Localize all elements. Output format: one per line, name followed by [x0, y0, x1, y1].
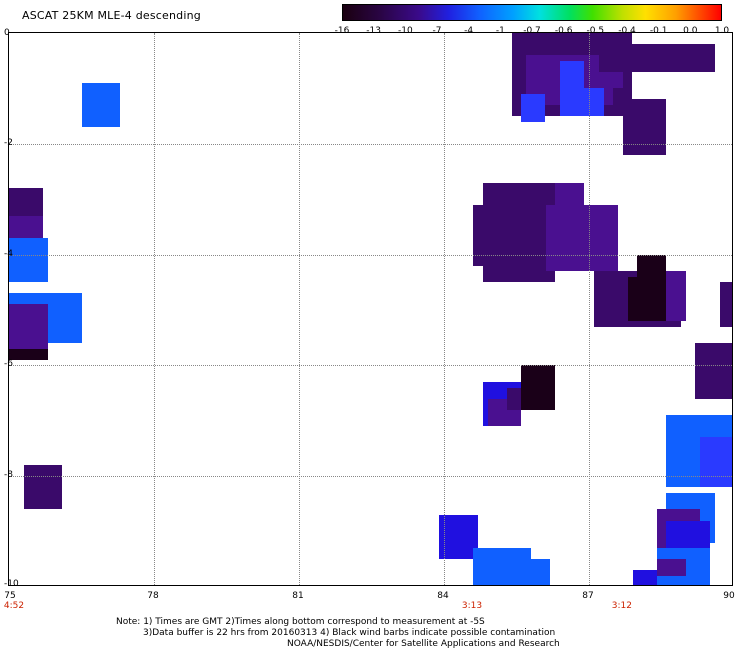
data-cell — [622, 99, 667, 155]
time-label: 4:52 — [3, 601, 25, 611]
grid-line-horizontal — [9, 476, 732, 478]
time-label: 3:12 — [611, 601, 632, 611]
data-cell — [666, 271, 686, 322]
data-cell — [656, 559, 686, 576]
data-cell — [9, 237, 48, 283]
data-cell — [9, 188, 43, 216]
data-cell — [647, 44, 715, 72]
colorbar-tick-label: -0.7 — [523, 26, 541, 36]
data-cell — [695, 343, 732, 399]
grid-line-vertical — [589, 33, 590, 585]
data-cell — [637, 254, 667, 277]
colorbar-tick-label: -0.4 — [618, 26, 636, 36]
grid-line-horizontal — [9, 365, 732, 367]
data-cell — [23, 465, 63, 510]
colorbar-tick-label: 0.0 — [683, 26, 698, 36]
data-cell — [521, 365, 556, 410]
colorbar-tick-label: -7 — [432, 26, 442, 36]
grid-line-vertical — [154, 33, 155, 585]
x-tick-label: 75 — [4, 591, 16, 601]
y-tick-label: 0 — [4, 28, 10, 38]
data-cell — [521, 93, 546, 122]
colorbar-tick-label: -13 — [366, 26, 382, 36]
colorbar — [342, 4, 722, 21]
data-cell — [81, 82, 121, 128]
data-cell — [700, 437, 732, 488]
data-cell — [9, 215, 43, 238]
data-cell — [719, 282, 732, 327]
map-title: ASCAT 25KM MLE-4 descending — [22, 9, 201, 22]
data-cell — [627, 276, 667, 322]
y-tick-label: -2 — [4, 137, 13, 148]
time-label: 3:13 — [461, 601, 483, 611]
note-line-1: Note: 1) Times are GMT 2)Times along bot… — [116, 617, 485, 627]
y-tick-label: -6 — [4, 359, 13, 370]
x-tick-label: 78 — [147, 591, 159, 601]
x-tick-label: 84 — [437, 591, 449, 601]
colorbar-tick-label: -10 — [397, 26, 413, 36]
colorbar-tick-label: -0.1 — [649, 26, 668, 36]
grid-line-horizontal — [9, 254, 732, 256]
x-tick-label: 87 — [582, 591, 594, 601]
colorbar-tick-label: -1 — [495, 26, 505, 36]
data-cell — [9, 348, 48, 360]
colorbar-tick-label: -4 — [464, 26, 474, 36]
colorbar-tick-label: -16 — [334, 26, 350, 36]
data-cell — [9, 304, 48, 349]
x-tick-label: 90 — [723, 591, 735, 601]
colorbar-tick-label: -0.5 — [586, 26, 605, 36]
y-tick-label: -8 — [4, 470, 13, 481]
data-cell — [439, 514, 478, 560]
colorbar-tick-label: 1.0 — [714, 26, 730, 36]
note-line-3: NOAA/NESDIS/Center for Satellite Applica… — [287, 639, 560, 649]
note-line-2: 3)Data buffer is 22 hrs from 20160313 4)… — [143, 628, 556, 638]
grid-line-vertical — [444, 33, 445, 585]
y-tick-label: -4 — [4, 248, 13, 259]
grid-line-vertical — [299, 33, 300, 585]
x-tick-label: 81 — [292, 591, 304, 601]
colorbar-tick-label: -0.6 — [554, 26, 573, 36]
data-cell — [545, 204, 618, 272]
y-tick-label: -10 — [4, 579, 19, 589]
data-cell — [632, 570, 657, 585]
grid-line-horizontal — [9, 143, 732, 145]
data-cell — [487, 559, 551, 585]
map-plot-area — [8, 32, 733, 586]
